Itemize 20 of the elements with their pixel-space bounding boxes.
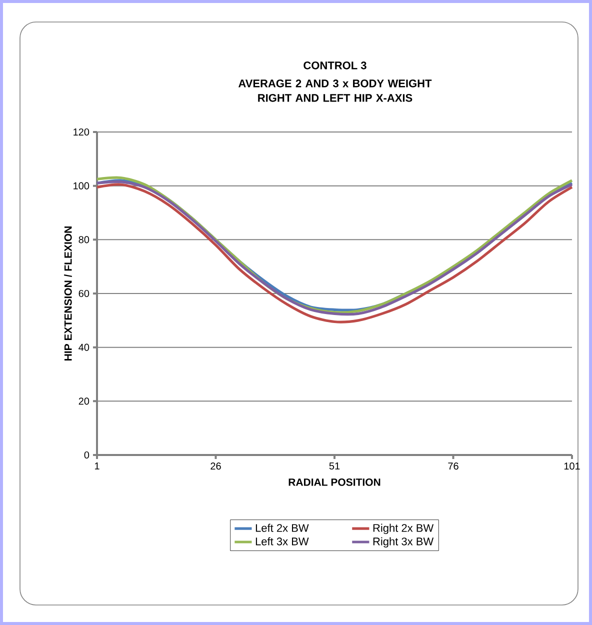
legend-label: Left 3x BW [256, 537, 309, 546]
y-tick-label: 100 [74, 182, 90, 190]
y-tick-label: 0 [84, 451, 90, 459]
y-tick-label: 60 [78, 290, 90, 298]
chart-subtitle: AVERAGE 2 AND 3 x BODY WEIGHT RIGHT AND LEFT HIP X-AXIS [238, 80, 432, 102]
chart-title: CONTROL 3 [304, 62, 366, 70]
y-tick-label: 40 [78, 344, 90, 351]
y-axis-title: HIP EXTENSION / FLEXION [64, 226, 72, 360]
x-tick-label: 101 [564, 462, 580, 470]
legend-label: Left 2x BW [256, 524, 309, 532]
legend-label: Right 3x BW [373, 537, 434, 548]
y-tick-label: 20 [78, 398, 90, 405]
x-tick-label: 1 [94, 462, 100, 470]
x-axis-title: RADIAL POSITION [288, 478, 380, 486]
x-tick-label: 51 [329, 462, 340, 470]
y-tick-label: 120 [74, 128, 90, 136]
legend-label: Right 2x BW [373, 524, 434, 534]
x-tick-label: 76 [448, 462, 458, 470]
y-tick-label: 80 [78, 236, 90, 244]
x-tick-label: 26 [210, 462, 221, 470]
